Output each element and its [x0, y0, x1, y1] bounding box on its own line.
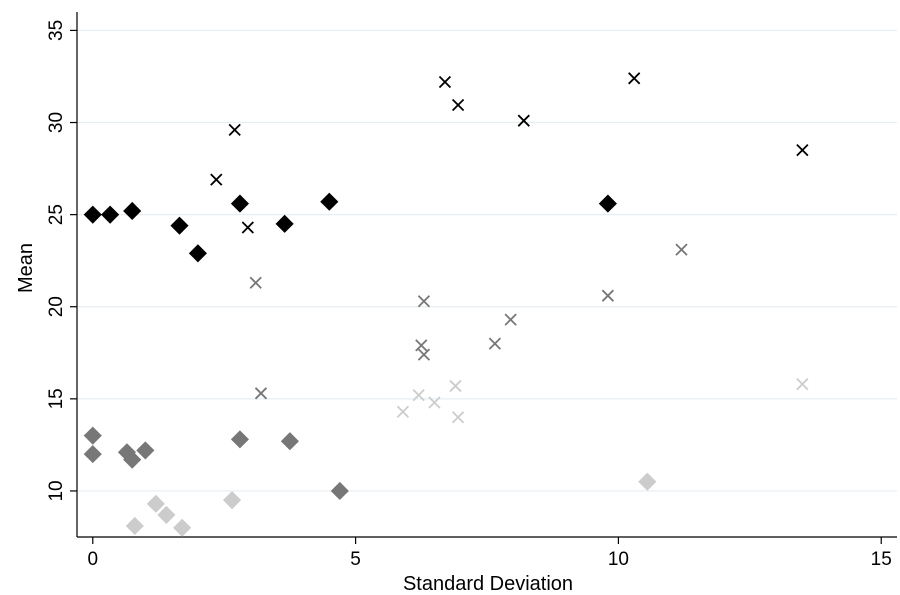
- x-point: [453, 100, 464, 111]
- x-point: [676, 244, 687, 255]
- diamond-point: [321, 193, 338, 210]
- diamond-point: [174, 519, 191, 536]
- data-points: [84, 73, 808, 536]
- y-tick-label: 10: [46, 480, 67, 501]
- x-point: [453, 412, 464, 423]
- x-point: [439, 77, 450, 88]
- axes: 10 15 20 25 30 35 0 5 10 15: [46, 12, 897, 570]
- x-point: [450, 380, 461, 391]
- x-point: [211, 174, 222, 185]
- diamond-point: [171, 217, 188, 234]
- y-tick-label: 15: [46, 388, 67, 409]
- diamond-point: [84, 427, 101, 444]
- diamond-point: [224, 492, 241, 509]
- diamond-point: [231, 195, 248, 212]
- y-tick-label: 35: [46, 20, 67, 41]
- x-point: [242, 222, 253, 233]
- x-point: [518, 115, 529, 126]
- y-tick-label: 30: [46, 112, 67, 133]
- diamond-point: [126, 517, 143, 534]
- diamond-point: [137, 442, 154, 459]
- x-point: [797, 379, 808, 390]
- diamond-point: [84, 206, 101, 223]
- x-point: [416, 340, 427, 351]
- diamond-point: [147, 495, 164, 512]
- diamond-point: [639, 473, 656, 490]
- y-tick-label: 25: [46, 204, 67, 225]
- x-point: [505, 314, 516, 325]
- diamond-point: [276, 215, 293, 232]
- x-point: [602, 290, 613, 301]
- x-point: [397, 406, 408, 417]
- diamond-point: [189, 245, 206, 262]
- x-point: [255, 388, 266, 399]
- diamond-point: [102, 206, 119, 223]
- diamond-point: [84, 446, 101, 463]
- x-point: [629, 73, 640, 84]
- x-axis-label: Standard Deviation: [403, 573, 573, 595]
- y-axis-label: Mean: [15, 243, 37, 293]
- diamond-point: [331, 482, 348, 499]
- x-point: [250, 277, 261, 288]
- x-tick-label: 5: [350, 549, 361, 570]
- diamond-point: [599, 195, 616, 212]
- x-tick-label: 10: [608, 549, 629, 570]
- x-point: [229, 124, 240, 135]
- y-tick-label: 20: [46, 296, 67, 317]
- x-point: [418, 349, 429, 360]
- x-tick-label: 15: [871, 549, 892, 570]
- diamond-point: [231, 431, 248, 448]
- x-point: [489, 338, 500, 349]
- x-point: [797, 145, 808, 156]
- diamond-point: [158, 506, 175, 523]
- x-tick-label: 0: [87, 549, 98, 570]
- diamond-point: [281, 433, 298, 450]
- x-point: [418, 296, 429, 307]
- grid-lines: [77, 30, 897, 491]
- diamond-point: [124, 202, 141, 219]
